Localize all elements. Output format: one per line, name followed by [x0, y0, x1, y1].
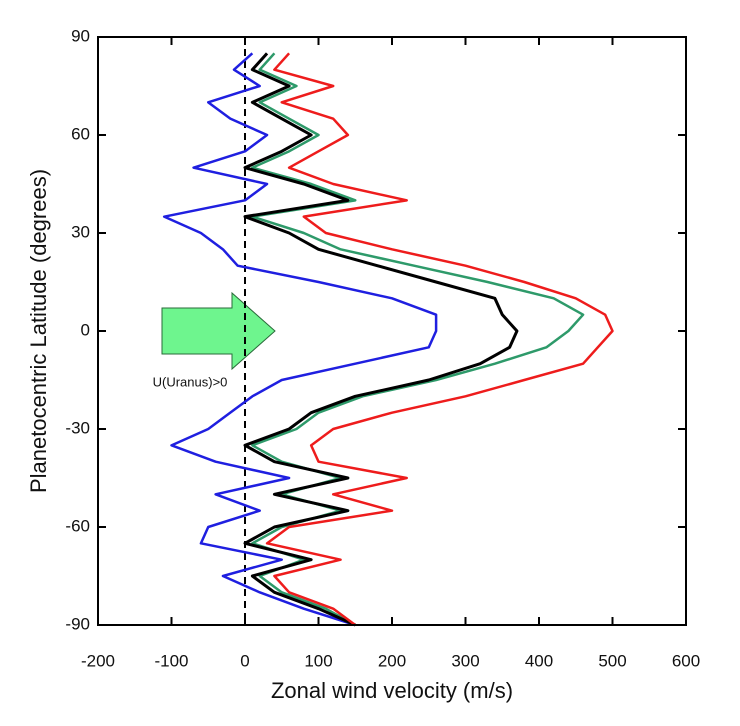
- series-line: [162, 52, 438, 627]
- plot-frame: [97, 36, 687, 626]
- series-line: [251, 52, 585, 627]
- annotation: U(Uranus)>0: [153, 374, 228, 389]
- arrow: [161, 291, 276, 371]
- x-tick-label: 100: [304, 651, 332, 670]
- y-tick-label: -90: [65, 614, 90, 633]
- x-tick-label: 200: [378, 651, 406, 670]
- x-tick-label: 400: [525, 651, 553, 670]
- y-tick-label: -30: [65, 418, 90, 437]
- x-tick-label: 500: [598, 651, 626, 670]
- x-axis-label: Zonal wind velocity (m/s): [271, 678, 513, 703]
- y-tick-label: 0: [81, 320, 90, 339]
- y-tick-label: 30: [71, 222, 90, 241]
- y-tick-label: 90: [71, 26, 90, 45]
- x-tick-label: 300: [451, 651, 479, 670]
- y-axis-label: Planetocentric Latitude (degrees): [26, 169, 51, 493]
- series-line: [265, 52, 614, 627]
- x-tick-label: -100: [154, 651, 188, 670]
- y-tick-label: -60: [65, 516, 90, 535]
- series-line: [243, 52, 519, 627]
- x-tick-label: -200: [81, 651, 115, 670]
- x-tick-label: 600: [672, 651, 700, 670]
- x-tick-label: 0: [240, 651, 249, 670]
- y-tick-label: 60: [71, 124, 90, 143]
